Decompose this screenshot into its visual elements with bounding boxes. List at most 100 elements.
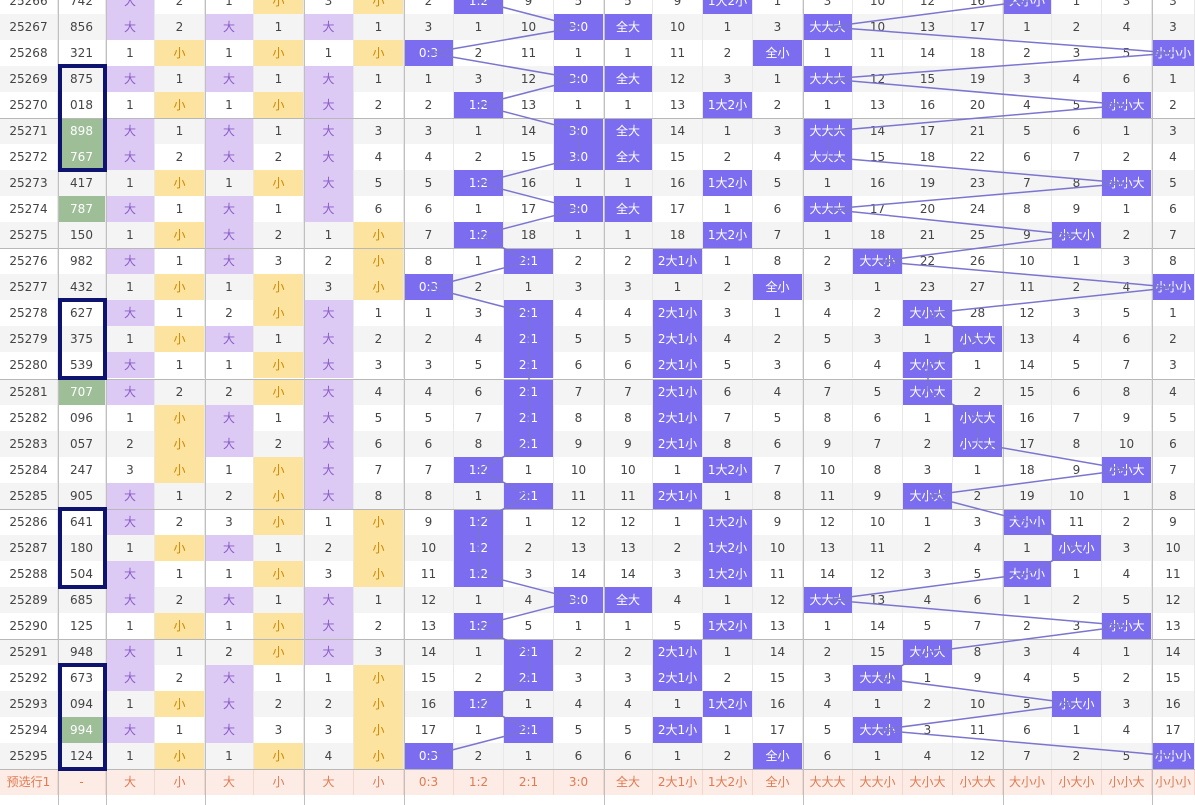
ratio-cell: 5	[404, 404, 454, 431]
ratio-cell: 3	[404, 352, 454, 379]
size-cell: 4	[304, 743, 354, 769]
ratio-cell: 3	[653, 560, 703, 587]
preselect-pattern: 大大大	[803, 769, 853, 796]
ratio-cell: 4	[604, 691, 653, 717]
issue-id: 25278	[0, 300, 58, 327]
size-cell: 2	[354, 326, 404, 353]
ratio-cell: 10	[554, 456, 604, 483]
pattern-cell: 5	[1052, 352, 1102, 379]
ratio-cell: 3	[753, 352, 803, 379]
preselect-pattern: 小大大	[953, 769, 1003, 796]
ratio-cell: 3	[753, 14, 803, 40]
pattern-cell: 18	[953, 40, 1003, 66]
table-row: 25274 787 大 1 大 1 大 6 6 1 17 3:0 全大 17 1 6 大大大 17 20 24 8 9 1 6	[0, 196, 1195, 223]
ratio-cell: 3	[703, 66, 753, 92]
pattern-cell: 1	[803, 40, 853, 66]
size-cell: 小	[354, 717, 404, 743]
ratio-cell: 2	[653, 534, 703, 561]
ratio-cell: 1	[703, 586, 753, 613]
draw-number: 417	[58, 170, 106, 197]
draw-number: 905	[58, 482, 106, 509]
ratio-cell: 5	[554, 0, 604, 14]
pattern-trend-line	[927, 390, 979, 419]
ratio-trend-line	[428, 729, 530, 757]
size-cell: 大	[205, 222, 254, 249]
size-cell: 1	[205, 743, 254, 769]
preselect-number: -	[58, 769, 106, 796]
ratio-trend-line	[478, 234, 530, 263]
pattern-trend-line	[927, 286, 1174, 315]
ratio-trend-line	[428, 26, 580, 54]
pattern-cell: 1	[853, 743, 903, 769]
issue-id: 25270	[0, 92, 58, 118]
ratio-cell: 15	[404, 665, 454, 691]
pattern-cell: 5	[803, 326, 853, 353]
ratio-cell: 1	[554, 170, 604, 197]
preselect-ratio: 3:0	[554, 769, 604, 796]
size-cell: 小	[155, 534, 205, 561]
pattern-cell: 1	[903, 404, 953, 431]
ratio-cell: 14	[653, 118, 703, 145]
pattern-cell: 9	[1052, 456, 1102, 483]
issue-id: 25286	[0, 508, 58, 535]
pattern-cell: 9	[853, 482, 903, 509]
pattern-cell: 5	[1003, 691, 1052, 717]
pattern-cell: 小大小	[1052, 691, 1102, 717]
ratio-cell: 1	[703, 717, 753, 743]
size-cell: 大	[205, 248, 254, 275]
size-cell: 小	[155, 456, 205, 483]
size-cell: 小	[354, 508, 404, 535]
size-cell: 大	[304, 300, 354, 327]
table-row: 25276 982 大 1 大 3 2 小 8 1 2:1 2 2 2大1小 1 8 2 大大小 22 26 10 1 3 8	[0, 248, 1195, 275]
size-cell: 5	[354, 404, 404, 431]
ratio-cell: 12	[753, 586, 803, 613]
pattern-trend-line	[827, 52, 1174, 80]
ratio-cell: 17	[753, 717, 803, 743]
ratio-cell: 9	[604, 430, 653, 457]
pattern-trend-line	[827, 0, 1028, 28]
pattern-cell: 15	[903, 66, 953, 92]
pattern-trend-line	[927, 312, 979, 341]
pattern-cell: 5	[1003, 118, 1052, 145]
ratio-cell: 1	[703, 248, 753, 275]
ratio-trend-line	[478, 703, 530, 731]
ratio-cell: 1大2小	[703, 222, 753, 249]
ratio-cell: 1	[604, 170, 653, 197]
ratio-trend-line	[478, 0, 580, 28]
issue-id: 25290	[0, 612, 58, 639]
ratio-cell: 3	[604, 665, 653, 691]
ratio-cell: 1	[404, 300, 454, 327]
size-cell: 3	[354, 639, 404, 665]
size-cell: 2	[205, 300, 254, 327]
size-cell: 大	[106, 586, 155, 613]
preselect-size: 大	[304, 769, 354, 796]
size-cell: 小	[354, 222, 404, 249]
ratio-cell: 3	[554, 665, 604, 691]
size-cell: 大	[106, 378, 155, 405]
size-cell: 大	[106, 0, 155, 14]
ratio-cell: 7	[404, 222, 454, 249]
size-cell: 2	[155, 586, 205, 613]
size-cell: 3	[205, 508, 254, 535]
pattern-cell: 16	[1003, 404, 1052, 431]
size-cell: 1	[254, 326, 304, 353]
pattern-cell: 9	[803, 430, 853, 457]
pattern-cell: 4	[803, 691, 853, 717]
pattern-cell: 14	[1003, 352, 1052, 379]
size-cell: 1	[205, 274, 254, 301]
size-cell: 大	[304, 66, 354, 92]
size-cell: 2	[155, 508, 205, 535]
ratio-cell: 全大	[604, 66, 653, 92]
pattern-cell: 1	[1102, 482, 1152, 509]
pattern-cell: 1	[1052, 0, 1102, 14]
size-cell: 4	[354, 144, 404, 171]
issue-id: 25279	[0, 326, 58, 353]
size-cell: 2	[205, 378, 254, 405]
ratio-cell: 1	[753, 300, 803, 327]
size-cell: 1	[106, 92, 155, 118]
pattern-cell: 1	[803, 170, 853, 197]
preselect-row[interactable]: 预选行1- 大小大小大小 0:3 1:2 2:1 3:0 全大 2大1小 1大2小 全小 大大大 大大…	[0, 769, 1195, 796]
size-cell: 1	[155, 482, 205, 509]
preselect-ratio: 2:1	[504, 769, 554, 796]
size-cell: 1	[254, 665, 304, 691]
